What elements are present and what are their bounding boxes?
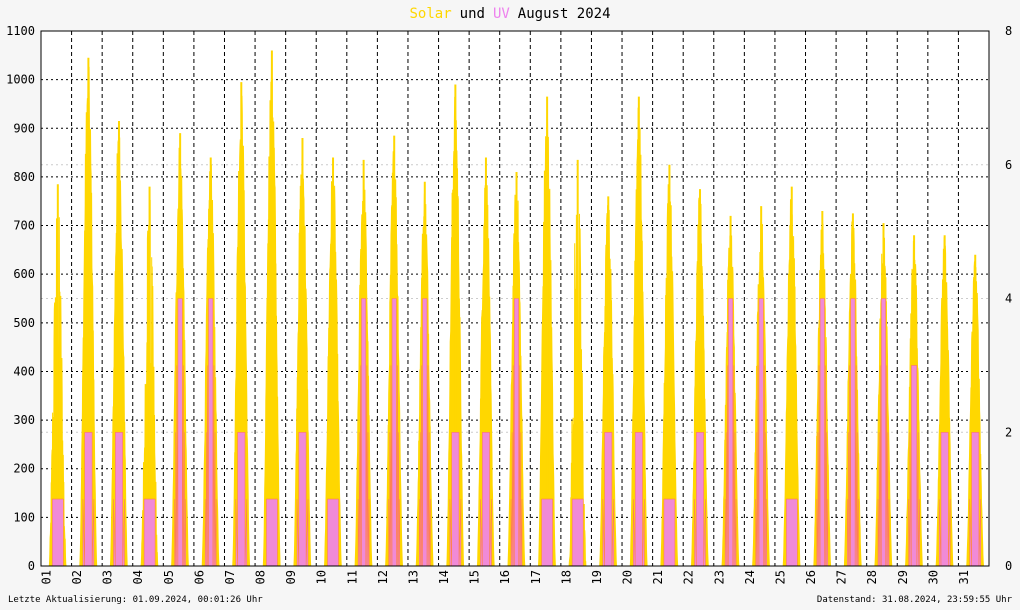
title-part: UV xyxy=(493,6,510,22)
y-left-tick-label: 1000 xyxy=(6,73,35,87)
uv-day-8 xyxy=(266,498,278,567)
x-tick-label: 31 xyxy=(957,570,971,584)
x-tick-label: 03 xyxy=(101,570,115,584)
uv-day-6 xyxy=(204,298,217,567)
uv-day-20 xyxy=(633,432,645,567)
x-tick-label: 16 xyxy=(498,570,512,584)
uv-day-21 xyxy=(663,498,676,567)
uv-day-16 xyxy=(510,298,523,567)
uv-day-12 xyxy=(388,298,400,567)
uv-day-10 xyxy=(327,498,339,567)
uv-day-11 xyxy=(357,298,370,567)
x-tick-label: 01 xyxy=(40,570,54,584)
y-left-tick-label: 100 xyxy=(13,510,35,524)
uv-day-18 xyxy=(571,498,584,567)
x-tick-label: 26 xyxy=(804,570,818,584)
x-tick-label: 30 xyxy=(926,570,940,584)
uv-day-27 xyxy=(847,298,859,567)
y-left-tick-label: 900 xyxy=(13,121,35,135)
x-tick-label: 10 xyxy=(315,570,329,584)
uv-day-22 xyxy=(694,432,706,567)
uv-day-30 xyxy=(938,432,951,567)
uv-day-19 xyxy=(602,432,615,567)
x-tick-label: 04 xyxy=(131,570,145,584)
uv-day-5 xyxy=(174,298,186,567)
y-left-tick-label: 300 xyxy=(13,413,35,427)
plot-border xyxy=(40,30,990,567)
uv-series xyxy=(52,298,981,567)
x-tick-label: 29 xyxy=(896,570,910,584)
x-tick-label: 15 xyxy=(468,570,482,584)
x-tick-label: 13 xyxy=(406,570,420,584)
uv-day-14 xyxy=(449,432,462,567)
x-tick-label: 28 xyxy=(865,570,879,584)
y-left-tick-label: 1100 xyxy=(6,24,35,38)
uv-day-31 xyxy=(969,432,981,567)
x-tick-label: 22 xyxy=(682,570,696,584)
y-left-tick-label: 500 xyxy=(13,316,35,330)
uv-day-13 xyxy=(419,298,431,567)
uv-day-4 xyxy=(143,498,156,567)
x-tick-label: 02 xyxy=(70,570,84,584)
uv-day-24 xyxy=(755,298,767,567)
y-left-tick-label: 0 xyxy=(28,559,35,573)
x-tick-label: 12 xyxy=(376,570,390,584)
uv-day-15 xyxy=(480,432,492,567)
uv-day-3 xyxy=(113,432,125,567)
x-tick-label: 07 xyxy=(223,570,237,584)
x-tick-label: 20 xyxy=(621,570,635,584)
y-left-tick-label: 700 xyxy=(13,219,35,233)
uv-day-9 xyxy=(296,432,309,567)
uv-day-25 xyxy=(786,498,798,567)
uv-day-7 xyxy=(235,432,248,567)
y-right-tick-label: 0 xyxy=(1005,559,1012,573)
title-part: und xyxy=(460,6,485,22)
y-left-tick-label: 600 xyxy=(13,267,35,281)
chart-title: Solar und UV August 2024 xyxy=(409,6,610,22)
x-tick-label: 11 xyxy=(345,570,359,584)
x-tick-label: 27 xyxy=(835,570,849,584)
uv-day-29 xyxy=(908,365,920,567)
y-right-tick-label: 4 xyxy=(1005,292,1012,306)
title-part: August 2024 xyxy=(518,6,611,22)
y-right-tick-label: 6 xyxy=(1005,158,1012,172)
footer-last-update: Letzte Aktualisierung: 01.09.2024, 00:01… xyxy=(8,595,263,605)
y-left-tick-label: 200 xyxy=(13,462,35,476)
title-part: Solar xyxy=(409,6,451,22)
x-tick-label: 21 xyxy=(651,570,665,584)
y-right-tick-label: 8 xyxy=(1005,24,1012,38)
x-tick-label: 19 xyxy=(590,570,604,584)
y-left-tick-label: 400 xyxy=(13,364,35,378)
footer-data-state: Datenstand: 31.08.2024, 23:59:55 Uhr xyxy=(817,595,1013,605)
x-tick-label: 18 xyxy=(559,570,573,584)
x-tick-label: 05 xyxy=(162,570,176,584)
x-tick-label: 08 xyxy=(254,570,268,584)
x-tick-label: 17 xyxy=(529,570,543,584)
x-tick-label: 23 xyxy=(712,570,726,584)
uv-day-23 xyxy=(724,298,737,567)
x-tick-label: 09 xyxy=(284,570,298,584)
x-tick-label: 06 xyxy=(192,570,206,584)
uv-day-28 xyxy=(877,298,890,567)
y-right-tick-label: 2 xyxy=(1005,425,1012,439)
uv-day-17 xyxy=(541,498,553,567)
uv-day-26 xyxy=(816,298,829,567)
x-tick-label: 24 xyxy=(743,570,757,584)
x-tick-label: 25 xyxy=(773,570,787,584)
x-tick-label: 14 xyxy=(437,570,451,584)
y-left-tick-label: 800 xyxy=(13,170,35,184)
uv-day-2 xyxy=(82,432,95,567)
uv-day-1 xyxy=(52,498,64,567)
